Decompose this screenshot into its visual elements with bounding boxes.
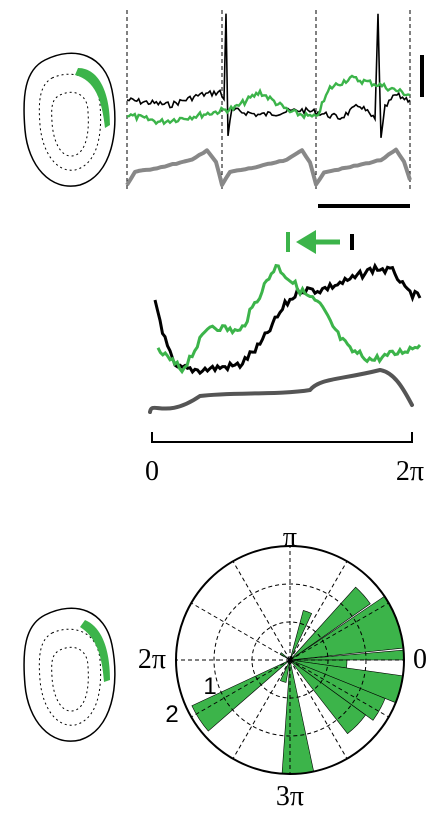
polar-spoke bbox=[289, 659, 389, 718]
polar-ring bbox=[213, 583, 367, 737]
rose-wedge bbox=[289, 586, 371, 661]
trace-gray-avg bbox=[148, 367, 414, 414]
polar-plot bbox=[175, 545, 405, 775]
ring-label: 1 bbox=[203, 673, 216, 700]
polar-left-label: 2π bbox=[138, 644, 166, 675]
cell-outline-top bbox=[23, 52, 116, 187]
trace-black-avg bbox=[153, 262, 422, 376]
trace-green bbox=[126, 74, 411, 126]
polar-spoke bbox=[289, 602, 389, 661]
polar-spoke bbox=[289, 561, 348, 661]
rose-wedge bbox=[279, 659, 291, 683]
polar-spoke bbox=[232, 561, 291, 661]
polar-right-label: 0 bbox=[413, 644, 427, 675]
trace-black bbox=[126, 13, 411, 138]
polar-outline bbox=[175, 545, 405, 775]
polar-spoke bbox=[191, 659, 291, 718]
phase-end-label: 2π bbox=[396, 456, 424, 487]
rose-wedge bbox=[289, 659, 367, 735]
rose-wedge bbox=[191, 659, 291, 732]
trace-gray bbox=[125, 147, 412, 187]
ring-label: 2 bbox=[165, 701, 178, 728]
cell-outline-bottom bbox=[23, 607, 116, 742]
rose-wedge bbox=[289, 659, 386, 721]
rose-wedge bbox=[289, 610, 313, 661]
polar-bottom-label: 3π bbox=[276, 781, 304, 812]
polar-spoke bbox=[191, 602, 291, 661]
shift-arrow bbox=[286, 230, 354, 254]
polar-top-label: π bbox=[283, 522, 297, 553]
traces bbox=[125, 13, 422, 414]
dashed-markers bbox=[126, 10, 411, 190]
trace-green-avg bbox=[156, 263, 422, 375]
polar-spoke bbox=[289, 659, 348, 759]
phase-start-label: 0 bbox=[145, 456, 159, 487]
polar-spoke bbox=[232, 659, 291, 759]
phase-bracket bbox=[151, 432, 413, 443]
